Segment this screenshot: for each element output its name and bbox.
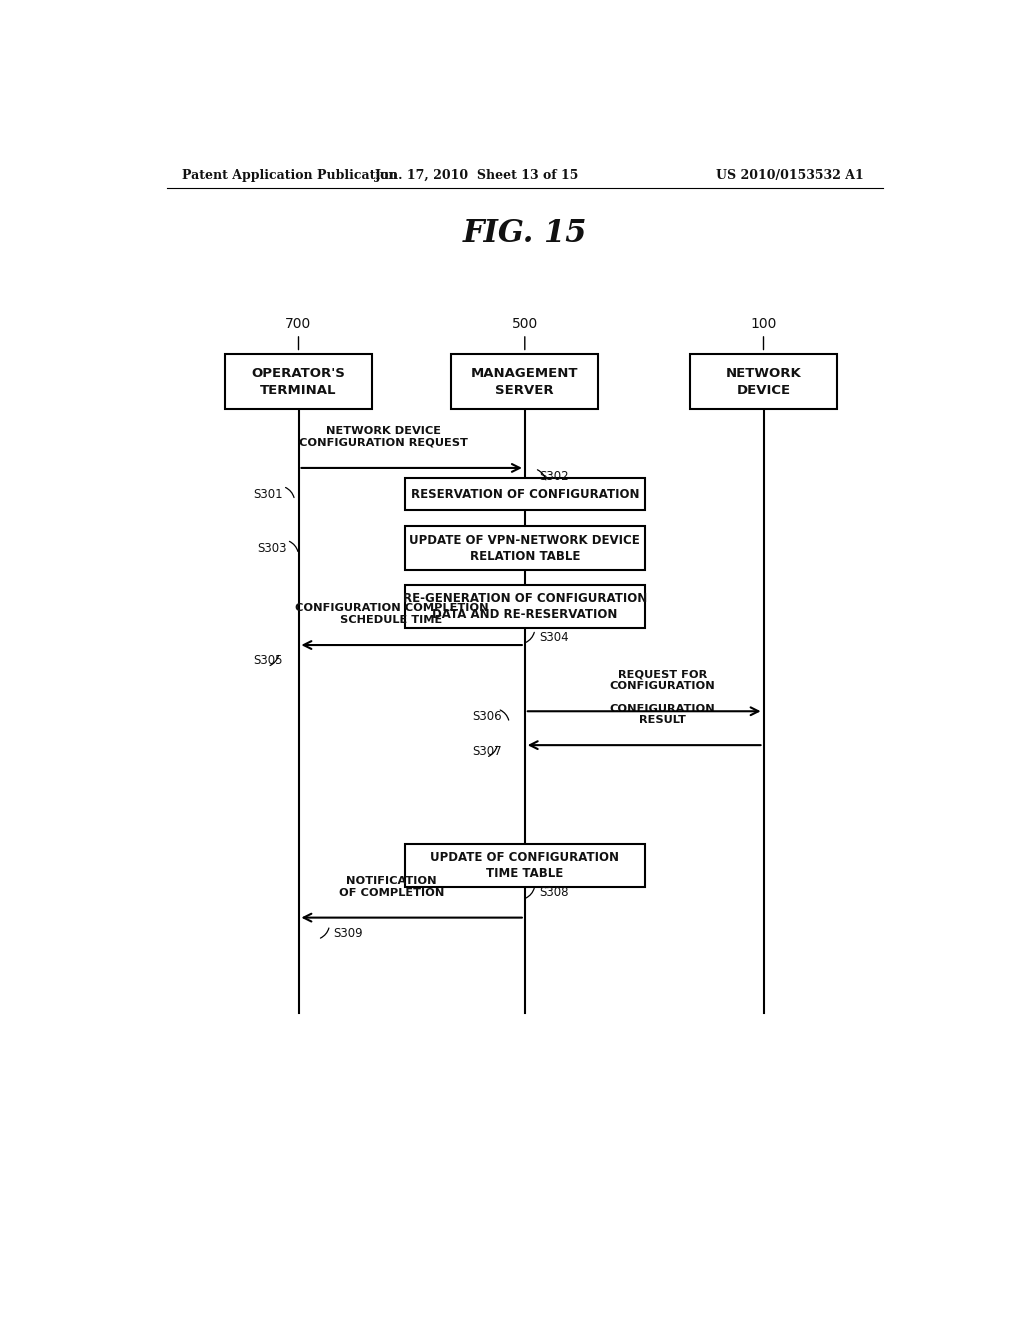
Text: S307: S307 xyxy=(472,744,502,758)
Bar xyxy=(404,478,645,511)
Text: US 2010/0153532 A1: US 2010/0153532 A1 xyxy=(717,169,864,182)
Text: RESERVATION OF CONFIGURATION: RESERVATION OF CONFIGURATION xyxy=(411,487,639,500)
Text: S303: S303 xyxy=(257,541,287,554)
Bar xyxy=(404,527,645,570)
Text: 700: 700 xyxy=(286,317,311,331)
Bar xyxy=(225,354,372,409)
Text: RE-GENERATION OF CONFIGURATION
DATA AND RE-RESERVATION: RE-GENERATION OF CONFIGURATION DATA AND … xyxy=(402,593,647,620)
Text: NETWORK DEVICE
CONFIGURATION REQUEST: NETWORK DEVICE CONFIGURATION REQUEST xyxy=(299,426,468,447)
Text: S302: S302 xyxy=(539,470,568,483)
Bar xyxy=(404,843,645,887)
Bar xyxy=(452,354,598,409)
Text: 100: 100 xyxy=(751,317,776,331)
Text: FIG. 15: FIG. 15 xyxy=(463,218,587,249)
Text: Jun. 17, 2010  Sheet 13 of 15: Jun. 17, 2010 Sheet 13 of 15 xyxy=(375,169,579,182)
Text: OPERATOR'S
TERMINAL: OPERATOR'S TERMINAL xyxy=(252,367,345,397)
Text: NOTIFICATION
OF COMPLETION: NOTIFICATION OF COMPLETION xyxy=(339,876,444,898)
Text: Patent Application Publication: Patent Application Publication xyxy=(182,169,397,182)
Text: S308: S308 xyxy=(539,887,568,899)
Text: S306: S306 xyxy=(472,710,502,723)
Text: CONFIGURATION COMPLETION
SCHEDULE TIME: CONFIGURATION COMPLETION SCHEDULE TIME xyxy=(295,603,488,626)
Text: S309: S309 xyxy=(334,927,362,940)
Text: UPDATE OF CONFIGURATION
TIME TABLE: UPDATE OF CONFIGURATION TIME TABLE xyxy=(430,851,620,879)
Text: REQUEST FOR
CONFIGURATION: REQUEST FOR CONFIGURATION xyxy=(610,669,716,692)
Bar xyxy=(690,354,838,409)
Text: S304: S304 xyxy=(539,631,568,644)
Text: MANAGEMENT
SERVER: MANAGEMENT SERVER xyxy=(471,367,579,397)
Text: 500: 500 xyxy=(512,317,538,331)
Text: NETWORK
DEVICE: NETWORK DEVICE xyxy=(726,367,802,397)
Text: S305: S305 xyxy=(254,653,283,667)
Text: UPDATE OF VPN-NETWORK DEVICE
RELATION TABLE: UPDATE OF VPN-NETWORK DEVICE RELATION TA… xyxy=(410,533,640,562)
Text: S301: S301 xyxy=(253,487,283,500)
Text: CONFIGURATION
RESULT: CONFIGURATION RESULT xyxy=(610,704,716,725)
Bar xyxy=(404,585,645,628)
